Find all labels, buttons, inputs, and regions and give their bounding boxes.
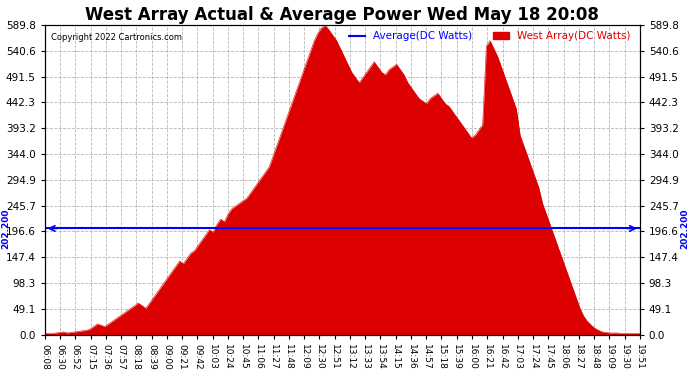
- Text: 202.200: 202.200: [1, 208, 10, 249]
- Legend: Average(DC Watts), West Array(DC Watts): Average(DC Watts), West Array(DC Watts): [345, 27, 635, 45]
- Text: Copyright 2022 Cartronics.com: Copyright 2022 Cartronics.com: [51, 33, 181, 42]
- Text: 202.200: 202.200: [680, 208, 689, 249]
- Title: West Array Actual & Average Power Wed May 18 20:08: West Array Actual & Average Power Wed Ma…: [86, 6, 599, 24]
